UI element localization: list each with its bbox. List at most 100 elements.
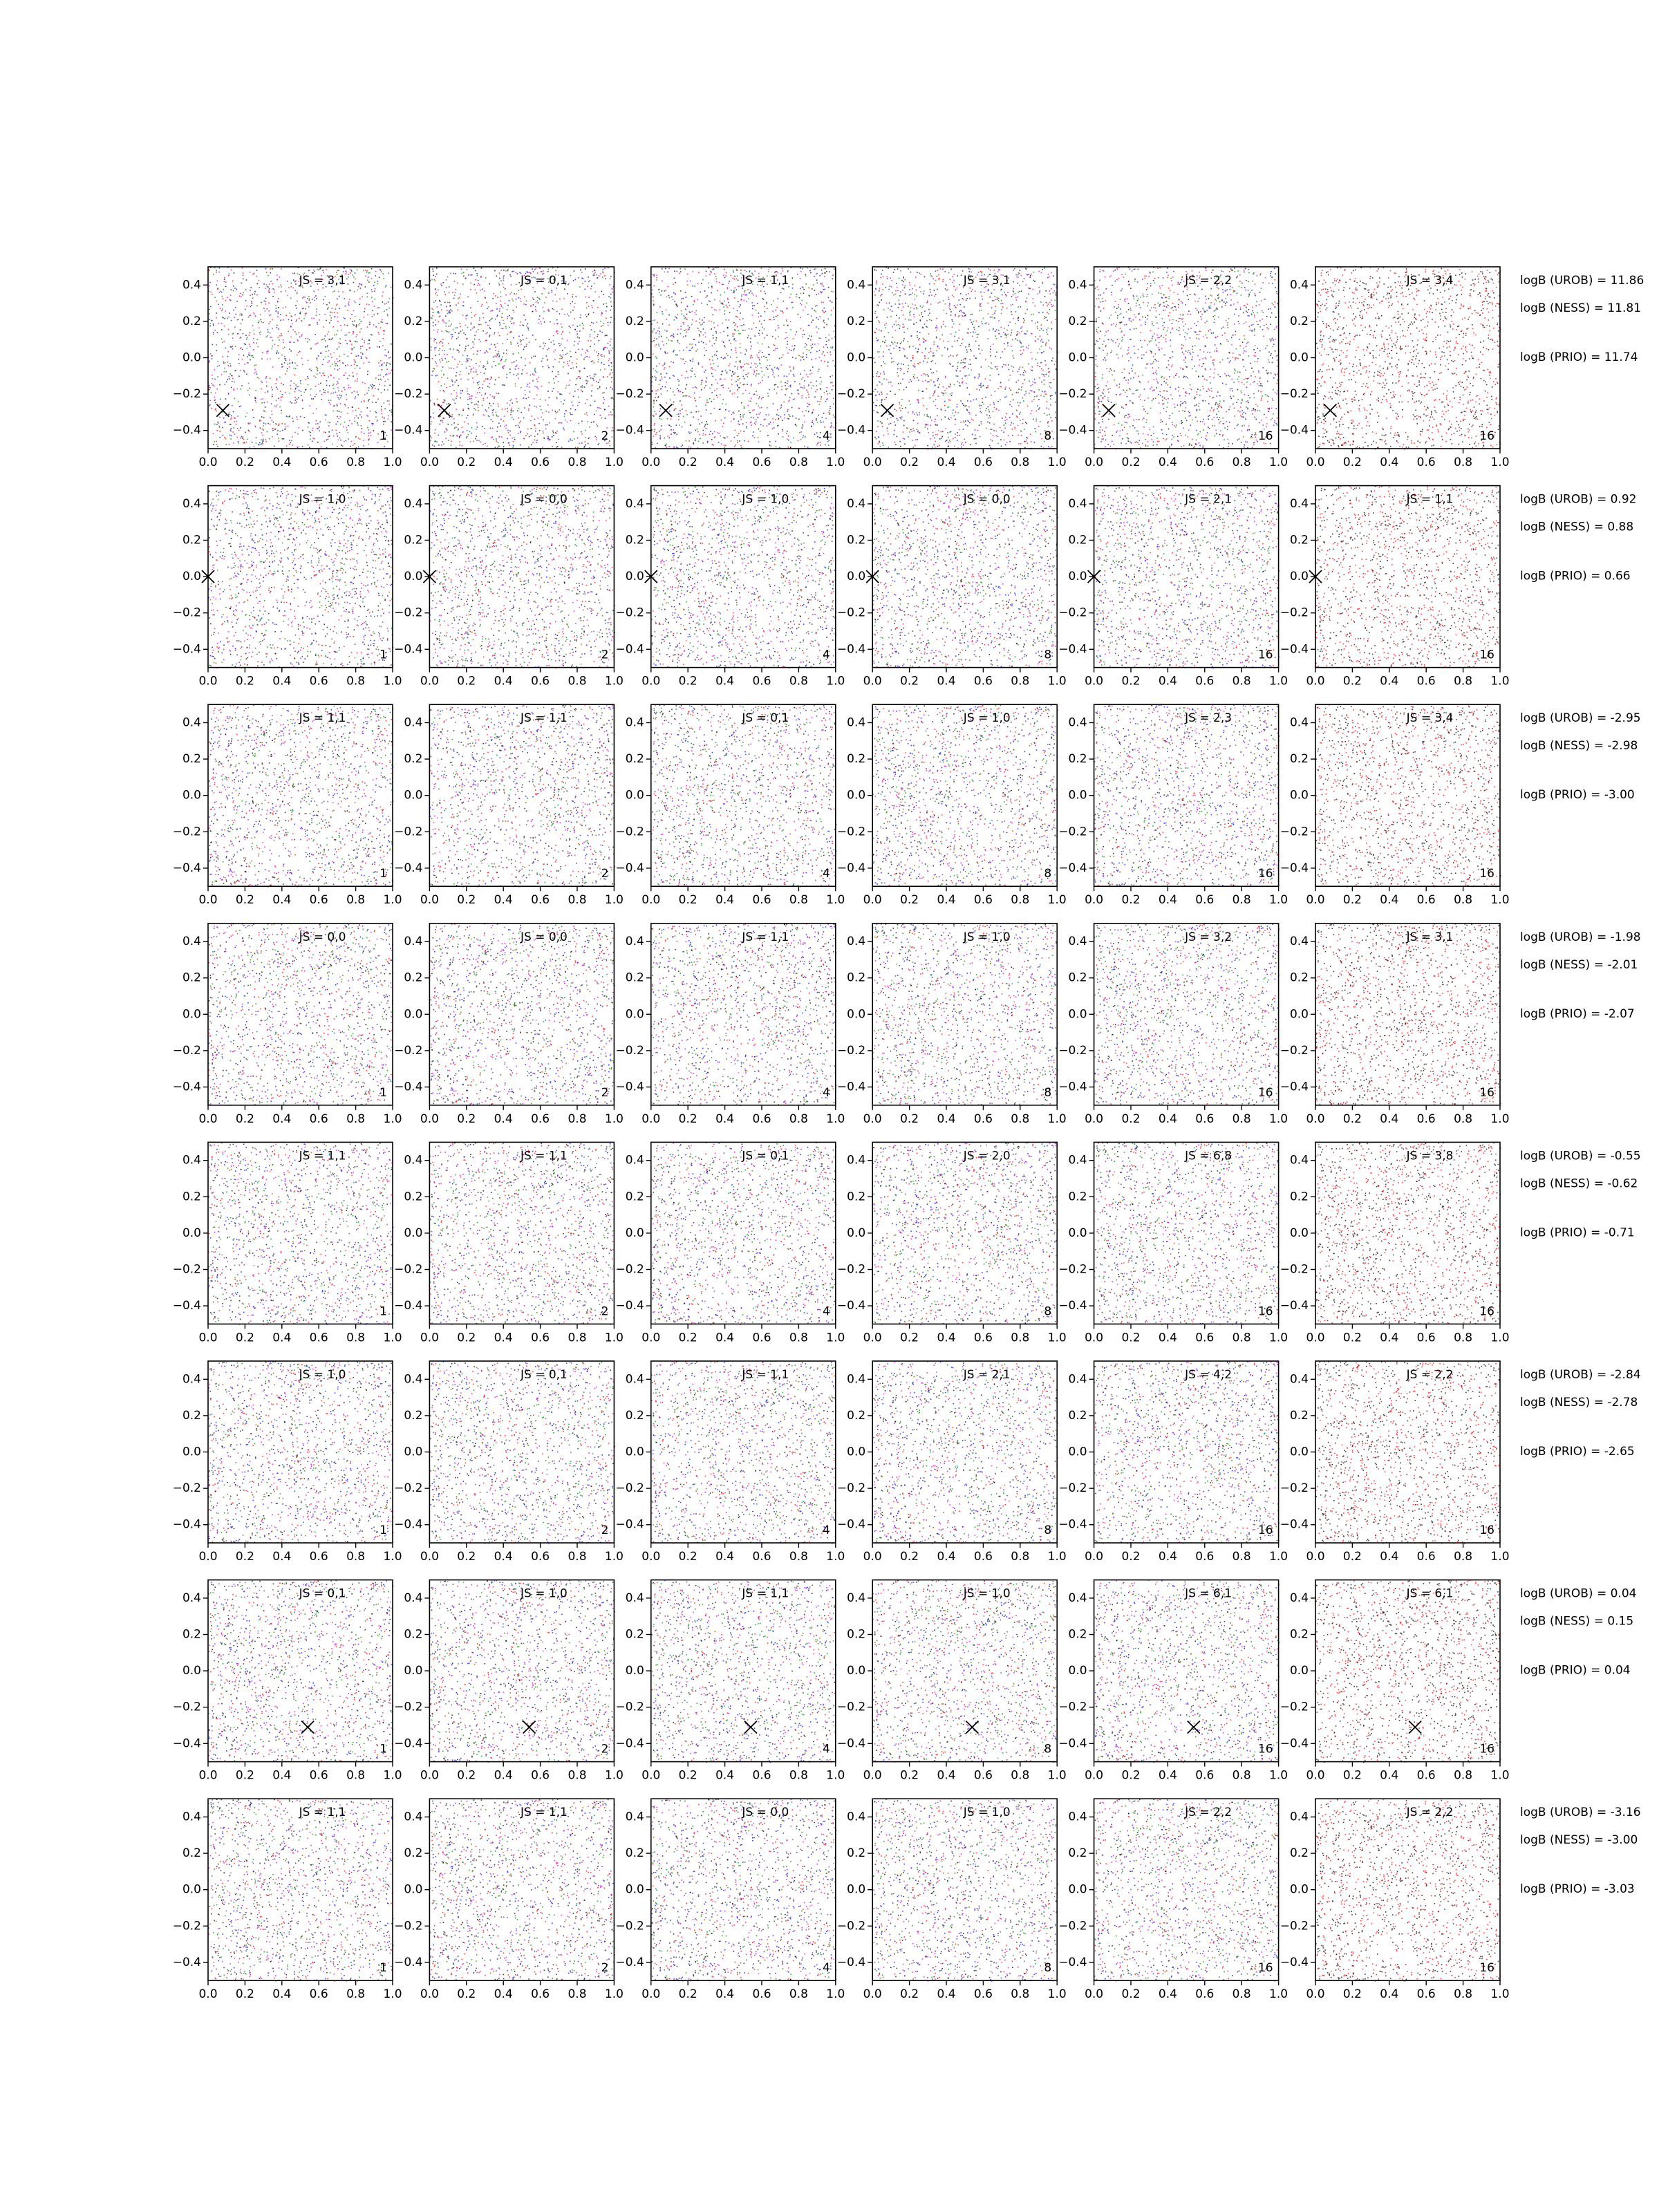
- point-texture: [874, 924, 1058, 1107]
- point-texture: [1095, 1143, 1279, 1325]
- y-tick-label: −0.2: [1280, 1263, 1309, 1277]
- y-tick-label: 0.2: [1290, 1846, 1309, 1860]
- y-tick-label: −0.4: [1280, 642, 1309, 656]
- x-tick-label: 0.0: [1085, 1331, 1103, 1344]
- point-texture: [1094, 1581, 1279, 1763]
- point-texture: [872, 1580, 1058, 1763]
- x-tick-label: 0.8: [1454, 1987, 1472, 2001]
- y-tick-label: 0.0: [1069, 1007, 1087, 1021]
- x-tick-label: 1.0: [1490, 1550, 1509, 1564]
- x-tick-label: 0.6: [531, 1331, 550, 1344]
- y-tick-label: 0.2: [847, 752, 865, 766]
- marker-x: [438, 404, 451, 418]
- x-tick-label: 0.4: [1380, 1550, 1398, 1564]
- point-texture: [650, 705, 836, 888]
- point-texture: [429, 1142, 615, 1325]
- y-tick-label: 0.4: [1069, 278, 1087, 292]
- y-tick-label: 0.2: [1069, 1846, 1087, 1860]
- js-label: JS = 0,1: [741, 1149, 789, 1163]
- point-texture: [430, 1799, 615, 1981]
- y-tick-label: −0.4: [394, 1736, 422, 1750]
- point-texture: [652, 1581, 835, 1763]
- axes-frame: [650, 266, 836, 449]
- x-tick-label: 0.6: [752, 1112, 771, 1126]
- axes-frame: [429, 485, 615, 668]
- panel-label: 4: [823, 1961, 830, 1975]
- y-tick-label: −0.4: [837, 1080, 865, 1094]
- y-tick-label: 0.4: [1290, 935, 1309, 948]
- x-tick-label: 0.8: [1232, 1331, 1251, 1344]
- x-tick-label: 1.0: [1490, 1112, 1509, 1126]
- y-tick-label: 0.2: [1069, 971, 1087, 985]
- point-texture: [651, 486, 837, 668]
- axes-frame: [872, 266, 1058, 449]
- point-texture: [1095, 1580, 1279, 1763]
- x-tick-label: 1.0: [605, 1987, 624, 2001]
- x-tick-label: 0.8: [1454, 675, 1472, 688]
- point-texture: [873, 1580, 1058, 1763]
- logb-label: logB (NESS) = 0.15: [1520, 1615, 1633, 1629]
- y-tick-label: 0.0: [404, 351, 422, 365]
- y-tick-label: 0.0: [404, 1445, 422, 1459]
- y-tick-label: −0.4: [1058, 1518, 1087, 1532]
- point-texture: [208, 923, 393, 1106]
- x-tick-label: 0.2: [900, 1112, 919, 1126]
- y-tick-label: −0.4: [616, 1299, 644, 1313]
- y-tick-label: 0.0: [1290, 1445, 1309, 1459]
- x-tick-label: 1.0: [1490, 893, 1509, 907]
- y-tick-label: −0.4: [173, 1518, 201, 1532]
- js-label: JS = 1,1: [299, 1149, 346, 1163]
- point-texture: [873, 1580, 1058, 1763]
- marker-x: [301, 1720, 315, 1734]
- x-tick-label: 1.0: [1490, 1331, 1509, 1344]
- x-tick-label: 0.6: [974, 1331, 993, 1344]
- y-tick-label: −0.2: [1058, 1700, 1087, 1714]
- js-label: JS = 6,8: [1184, 1149, 1232, 1163]
- x-tick-label: 1.0: [605, 1769, 624, 1783]
- y-tick-label: 0.0: [847, 351, 865, 365]
- js-label: JS = 0,1: [520, 1368, 568, 1382]
- x-tick-label: 1.0: [826, 675, 845, 688]
- logb-label: logB (PRIO) = -0.71: [1520, 1226, 1635, 1239]
- y-tick-label: 0.4: [182, 497, 201, 511]
- point-texture: [873, 704, 1058, 886]
- point-texture: [653, 705, 836, 888]
- point-texture: [430, 704, 614, 888]
- marker-x: [659, 404, 673, 418]
- y-tick-label: 0.0: [626, 1445, 644, 1459]
- x-tick-label: 0.8: [1232, 675, 1251, 688]
- y-tick-label: 0.2: [847, 1846, 865, 1860]
- x-tick-label: 0.6: [1195, 1769, 1214, 1783]
- x-tick-label: 0.4: [937, 1112, 955, 1126]
- y-tick-label: −0.4: [616, 1080, 644, 1094]
- js-label: JS = 3,8: [1406, 1149, 1454, 1163]
- y-tick-label: 0.2: [182, 1846, 201, 1860]
- panel-label: 16: [1479, 867, 1494, 881]
- x-tick-label: 0.8: [789, 1550, 808, 1564]
- js-label: JS = 1,1: [520, 1806, 568, 1819]
- y-tick-label: −0.4: [394, 642, 422, 656]
- axes-frame: [1315, 485, 1501, 668]
- y-tick-label: 0.0: [1069, 789, 1087, 803]
- y-tick-label: 0.0: [182, 1007, 201, 1021]
- y-tick-label: −0.2: [173, 1263, 201, 1277]
- y-tick-label: 0.0: [1069, 351, 1087, 365]
- js-label: JS = 3,4: [1406, 711, 1454, 725]
- x-tick-label: 1.0: [1048, 1769, 1067, 1783]
- y-tick-label: −0.2: [616, 825, 644, 838]
- x-tick-label: 0.2: [1343, 1112, 1362, 1126]
- x-tick-label: 0.6: [1417, 1112, 1436, 1126]
- x-tick-label: 0.2: [236, 456, 254, 469]
- y-tick-label: 0.0: [182, 1226, 201, 1240]
- y-tick-label: 0.2: [182, 1190, 201, 1203]
- y-tick-label: 0.2: [404, 534, 422, 547]
- x-tick-label: 0.2: [1121, 1769, 1140, 1783]
- x-tick-label: 0.6: [1417, 1550, 1436, 1564]
- x-tick-label: 1.0: [1269, 1112, 1288, 1126]
- x-tick-label: 0.0: [198, 1331, 217, 1344]
- point-texture: [872, 485, 1058, 668]
- point-texture: [651, 268, 835, 449]
- x-tick-label: 0.2: [236, 1550, 254, 1564]
- js-label: JS = 3,1: [299, 274, 346, 288]
